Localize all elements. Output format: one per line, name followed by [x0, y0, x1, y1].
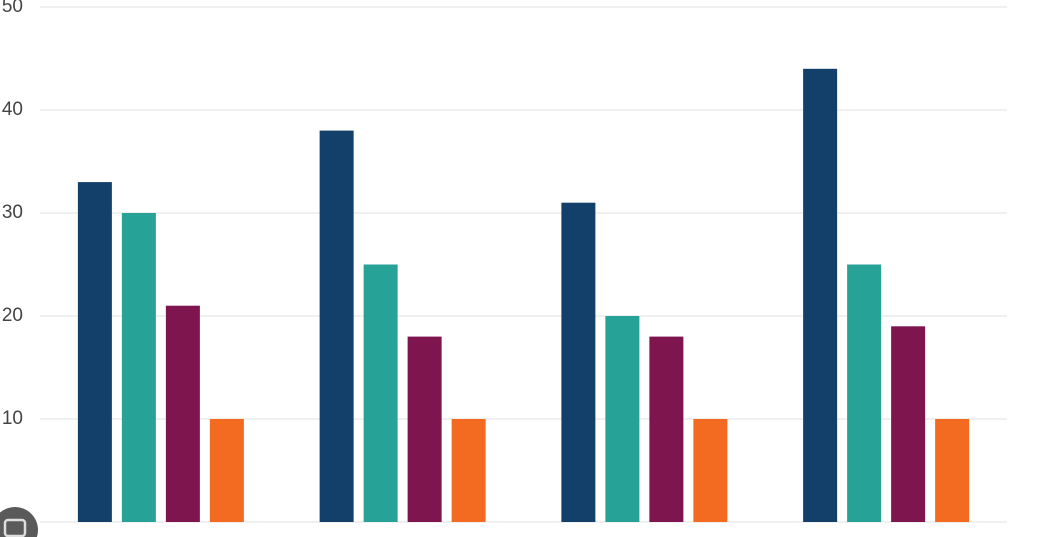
bar: [847, 264, 882, 522]
bar: [935, 419, 970, 522]
bar: [165, 305, 200, 522]
bar: [363, 264, 398, 522]
bar: [649, 336, 684, 522]
bar: [451, 419, 486, 522]
bar: [407, 336, 442, 522]
y-tick-label: 30: [2, 202, 23, 223]
y-tick-label: 20: [2, 305, 23, 326]
bar: [605, 316, 640, 522]
bar: [803, 68, 838, 523]
bar: [693, 419, 728, 522]
plot-area: 01020304050: [2, 0, 1007, 532]
y-tick-label: 50: [2, 0, 23, 17]
bar: [77, 182, 112, 522]
bar: [561, 202, 596, 522]
bar: [891, 326, 926, 522]
y-tick-label: 10: [2, 408, 23, 429]
y-tick-label: 40: [2, 99, 23, 120]
bar: [319, 130, 354, 522]
bar: [209, 419, 244, 522]
bar: [121, 213, 156, 522]
overlay-icon: [0, 507, 38, 537]
